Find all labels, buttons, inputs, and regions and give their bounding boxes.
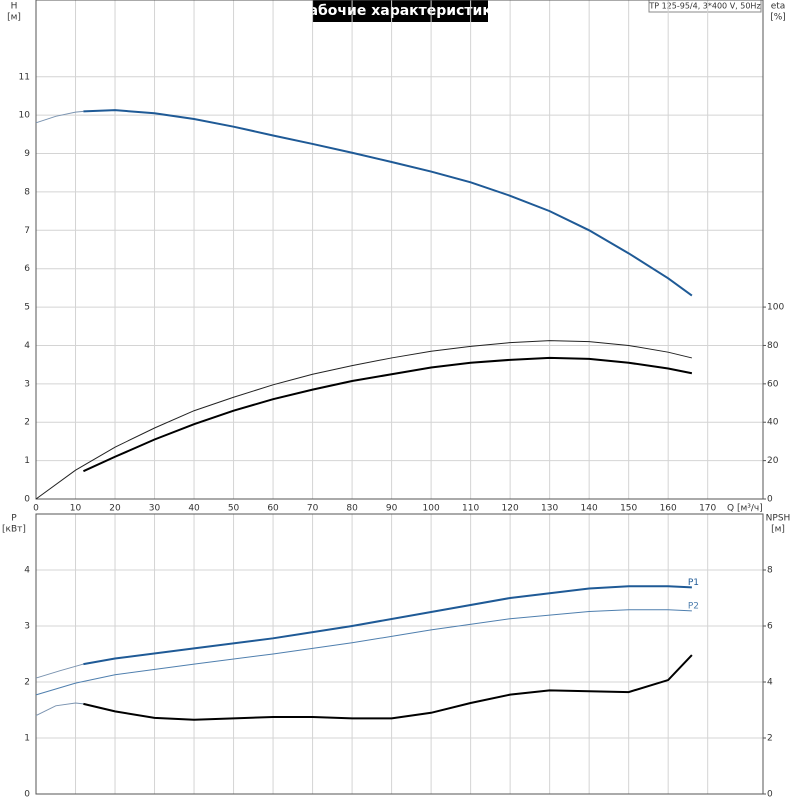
y2-tick-label: 2 [767, 734, 773, 744]
x-tick-label: 70 [307, 504, 319, 514]
series-label: P1 [688, 578, 699, 588]
curve [35, 609, 692, 696]
curve [83, 109, 693, 297]
x-tick-label: 0 [33, 504, 39, 514]
y2-tick-label: 8 [767, 566, 773, 576]
series-label: P2 [688, 601, 699, 611]
y2-tick-label: 4 [767, 678, 773, 688]
plot-frame [35, 0, 764, 500]
y-tick-label: 3 [24, 379, 30, 389]
x-tick-label: 100 [423, 504, 440, 514]
x-tick-label: 80 [346, 504, 358, 514]
x-tick-label: 10 [70, 504, 82, 514]
y2-tick-label: 100 [767, 303, 784, 313]
curve [35, 663, 84, 679]
x-tick-label: 30 [149, 504, 161, 514]
x-tick-label: 160 [660, 504, 677, 514]
y-label: P [11, 514, 17, 524]
x-tick-label: 130 [541, 504, 558, 514]
y2-tick-label: 0 [767, 495, 773, 505]
y-tick-label: 8 [24, 187, 30, 197]
x-tick-label: 110 [462, 504, 479, 514]
x-tick-label: 140 [581, 504, 598, 514]
y-tick-label: 4 [24, 341, 30, 351]
y-tick-label: 10 [19, 111, 31, 121]
y-tick-label: 1 [24, 456, 30, 466]
curve [83, 585, 692, 666]
curve [82, 356, 693, 473]
info-box [648, 0, 762, 13]
y-label: H [11, 2, 18, 12]
y2-unit: [%] [770, 13, 786, 23]
x-tick-label: 40 [188, 504, 200, 514]
plot-frame [35, 513, 764, 795]
y2-unit: [м] [771, 525, 785, 535]
x-tick-label: 90 [386, 504, 398, 514]
y-tick-label: 5 [24, 303, 30, 313]
x-label: Q [м³/ч] [727, 504, 763, 514]
curve [35, 110, 84, 124]
x-tick-label: 120 [502, 504, 519, 514]
y-tick-label: 4 [24, 566, 30, 576]
x-tick-label: 20 [109, 504, 121, 514]
x-tick-label: 170 [699, 504, 716, 514]
y2-tick-label: 80 [767, 341, 779, 351]
curve [35, 702, 84, 717]
curve [83, 654, 693, 721]
y2-tick-label: 60 [767, 379, 779, 389]
y-tick-label: 2 [24, 418, 30, 428]
y2-label: NPSH [766, 514, 791, 524]
y-tick-label: 1 [24, 734, 30, 744]
y2-tick-label: 20 [767, 456, 779, 466]
y-tick-label: 0 [24, 495, 30, 505]
pump-info: TP 125-95/4, 3*400 V, 50Hz [648, 2, 760, 11]
x-tick-label: 150 [620, 504, 637, 514]
y-tick-label: 9 [24, 149, 30, 159]
x-tick-label: 60 [267, 504, 279, 514]
x-tick-label: 50 [228, 504, 240, 514]
y-tick-label: 11 [19, 72, 30, 82]
y-unit: [м] [7, 13, 21, 23]
y2-label: eta [771, 2, 786, 12]
y-tick-label: 3 [24, 622, 30, 632]
y-unit: [кВт] [2, 525, 26, 535]
y-tick-label: 0 [24, 790, 30, 800]
y2-tick-label: 40 [767, 418, 779, 428]
y-tick-label: 7 [24, 226, 30, 236]
y2-tick-label: 0 [767, 790, 773, 800]
y-tick-label: 2 [24, 678, 30, 688]
y2-tick-label: 6 [767, 622, 773, 632]
y-tick-label: 6 [24, 264, 30, 274]
curve [35, 340, 692, 500]
chart-title: Рабочие характеристики [298, 3, 501, 19]
title-box [312, 0, 488, 22]
